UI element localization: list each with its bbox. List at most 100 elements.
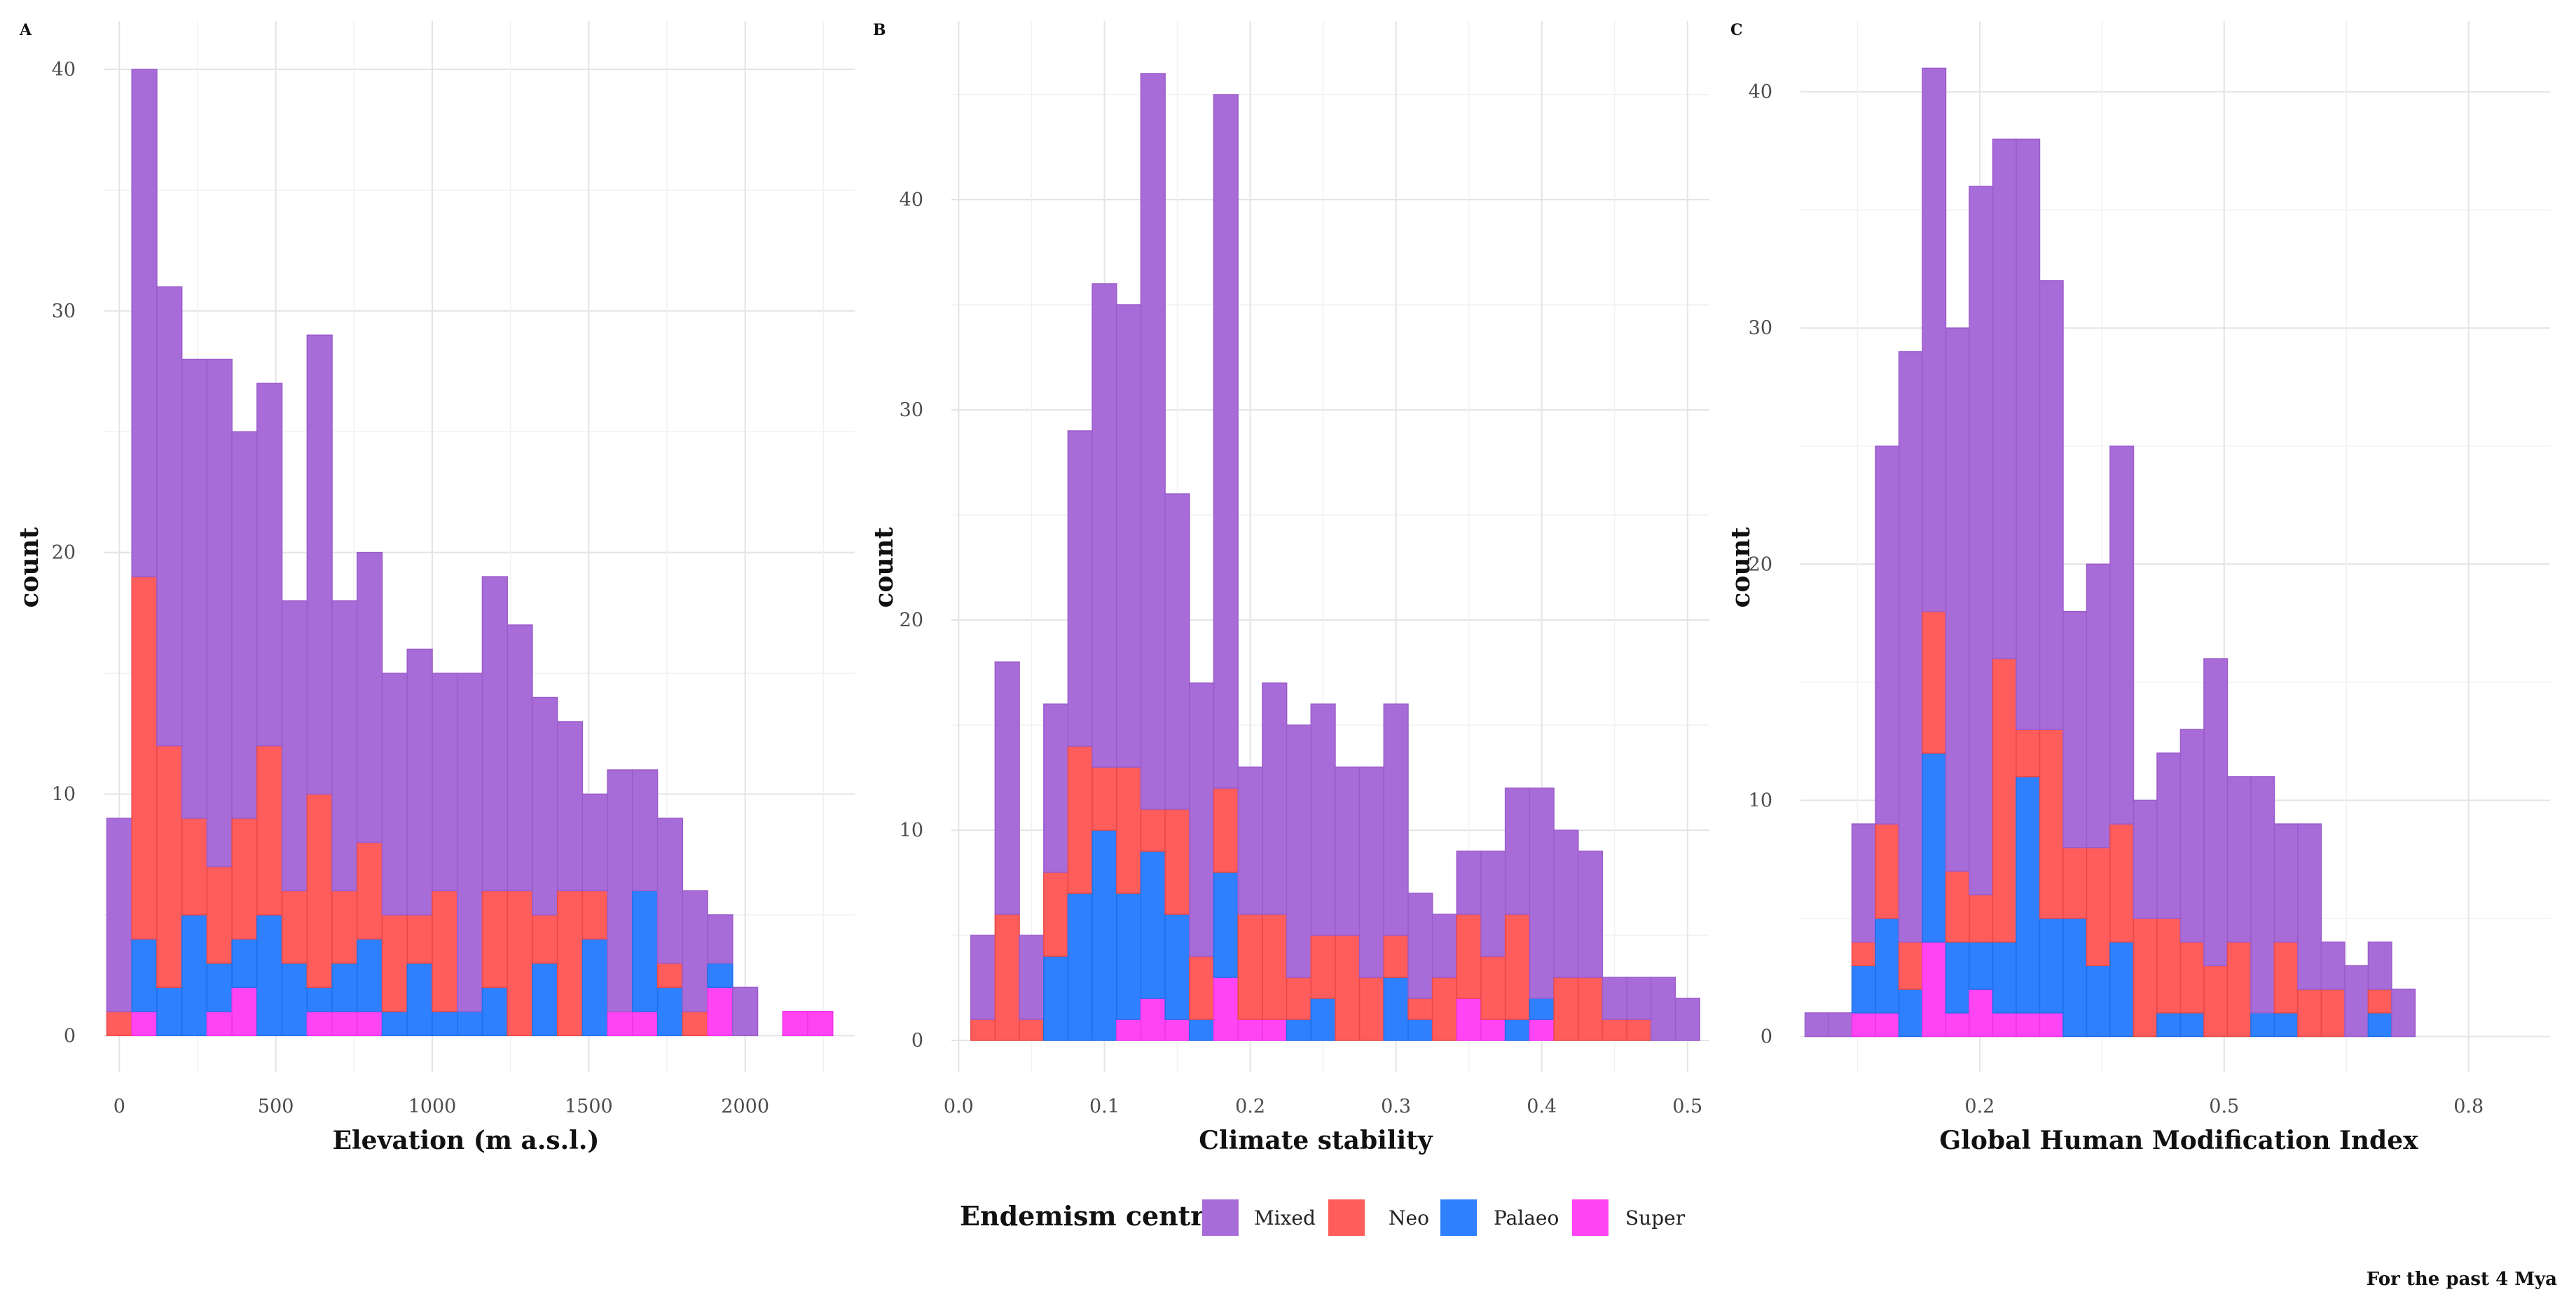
bar-neo [1407,998,1433,1020]
bar-palaeo [1875,918,1900,1014]
bar-neo [357,841,383,940]
x-tick-label: 1500 [565,1096,613,1117]
x-tick-label: 1000 [408,1096,457,1117]
bar-neo [1358,977,1384,1041]
bar-palaeo [357,938,383,1012]
bar-palaeo [231,938,258,989]
bar-neo [1310,935,1336,999]
bar-neo [1043,872,1069,957]
bar-neo [1626,1019,1652,1041]
bar-mixed [206,359,233,867]
legend-label-mixed: Mixed [1254,1206,1316,1230]
bar-palaeo [632,890,659,1012]
panel-b: B 0 10 20 30 40 0.0 0.1 0.2 0.3 0.4 0.5 Climate st… [869,21,1709,1155]
bar-mixed [1043,703,1069,873]
bar-mixed [1898,351,1923,943]
bar-palaeo [1043,956,1069,1041]
y-tick-label: 0 [1761,1026,1772,1047]
bar-mixed [156,286,183,747]
bar-super [707,986,733,1037]
panel-a: A 0 10 20 30 40 0 500 1000 1500 2000 Elevation (m… [15,21,855,1155]
bar-super [607,1011,633,1037]
bar-palaeo [256,914,283,1037]
legend-label-palaeo: Palaeo [1494,1206,1559,1230]
legend-item-palaeo: Palaeo [1440,1199,1559,1236]
bar-mixed [1875,445,1900,825]
bar-mixed [970,935,996,1020]
y-tick-label: 0 [911,1030,923,1052]
bar-neo [1945,870,1970,943]
bar-palaeo [1851,965,1876,1014]
bar-mixed [707,914,733,964]
y-tick-label: 30 [900,399,923,421]
bar-neo [1213,787,1239,873]
bar-mixed [1504,787,1531,915]
bar-mixed [556,721,584,892]
bar-palaeo [1969,941,1994,990]
bar-mixed [106,818,132,1012]
bar-mixed [1456,851,1482,915]
bar-mixed [1431,914,1458,978]
bar-palaeo [156,986,183,1037]
x-tick-label: 0.2 [1235,1096,1265,1117]
bar-super [1116,1019,1142,1041]
bar-mixed [2039,280,2064,730]
x-tick-label: 0.2 [1964,1096,1995,1117]
bar-palaeo [2367,1012,2392,1038]
bar-neo [994,914,1020,1041]
bar-neo [432,890,458,1012]
bar-palaeo [1945,941,1970,1014]
bar-palaeo [381,1011,408,1037]
x-axis-title: Climate stability [1199,1126,1433,1155]
legend: Endemism centres Mixed Neo Palaeo Super [960,1199,1686,1236]
bar-palaeo [1407,1019,1433,1041]
y-axis-title: count [15,527,44,607]
bar-neo [106,1011,132,1037]
bar-mixed [2250,776,2275,1014]
bar-neo [1875,823,1900,919]
bar-neo [581,890,608,940]
bar-super [206,1011,233,1037]
bar-palaeo [2156,1012,2182,1038]
bar-super [1480,1019,1506,1041]
bar-super [1164,1019,1190,1041]
bar-palaeo [707,963,733,989]
x-tick-label: 0.4 [1527,1096,1557,1117]
bar-mixed [2226,776,2252,943]
bar-neo [2109,823,2135,943]
bar-neo [406,914,433,964]
bar-neo [1456,914,1482,999]
bar-palaeo [281,963,308,1037]
bar-mixed [507,624,533,892]
bar-palaeo [2062,918,2088,1038]
bar-neo [206,866,233,964]
bar-palaeo [2039,918,2064,1014]
legend-item-mixed: Mixed [1202,1199,1316,1236]
bar-super [1529,1019,1555,1041]
bar-neo [256,745,283,916]
y-tick-label: 40 [1749,81,1772,103]
legend-item-super: Super [1572,1199,1686,1236]
x-axis-title: Global Human Modification Index [1939,1126,2418,1155]
bar-mixed [2133,799,2158,919]
bar-mixed [607,769,633,1012]
bar-palaeo [306,986,333,1012]
bar-neo [281,890,308,964]
bar-palaeo [1992,941,2017,1014]
bar-neo [1602,1019,1627,1041]
bar-mixed [2320,941,2346,990]
caption: For the past 4 Mya [2367,1269,2557,1290]
y-tick-label: 40 [900,189,923,211]
bar-mixed [357,551,383,844]
bar-super [1922,941,1947,1038]
bar-super [1992,1012,2017,1038]
bar-neo [2062,847,2088,919]
bar-mixed [1213,94,1239,789]
bar-super [2016,1012,2041,1038]
bar-mixed [1602,977,1627,1020]
y-tick-label: 20 [900,610,923,631]
bar-palaeo [581,938,608,1037]
bar-mixed [381,673,408,916]
bar-palaeo [2086,965,2111,1038]
